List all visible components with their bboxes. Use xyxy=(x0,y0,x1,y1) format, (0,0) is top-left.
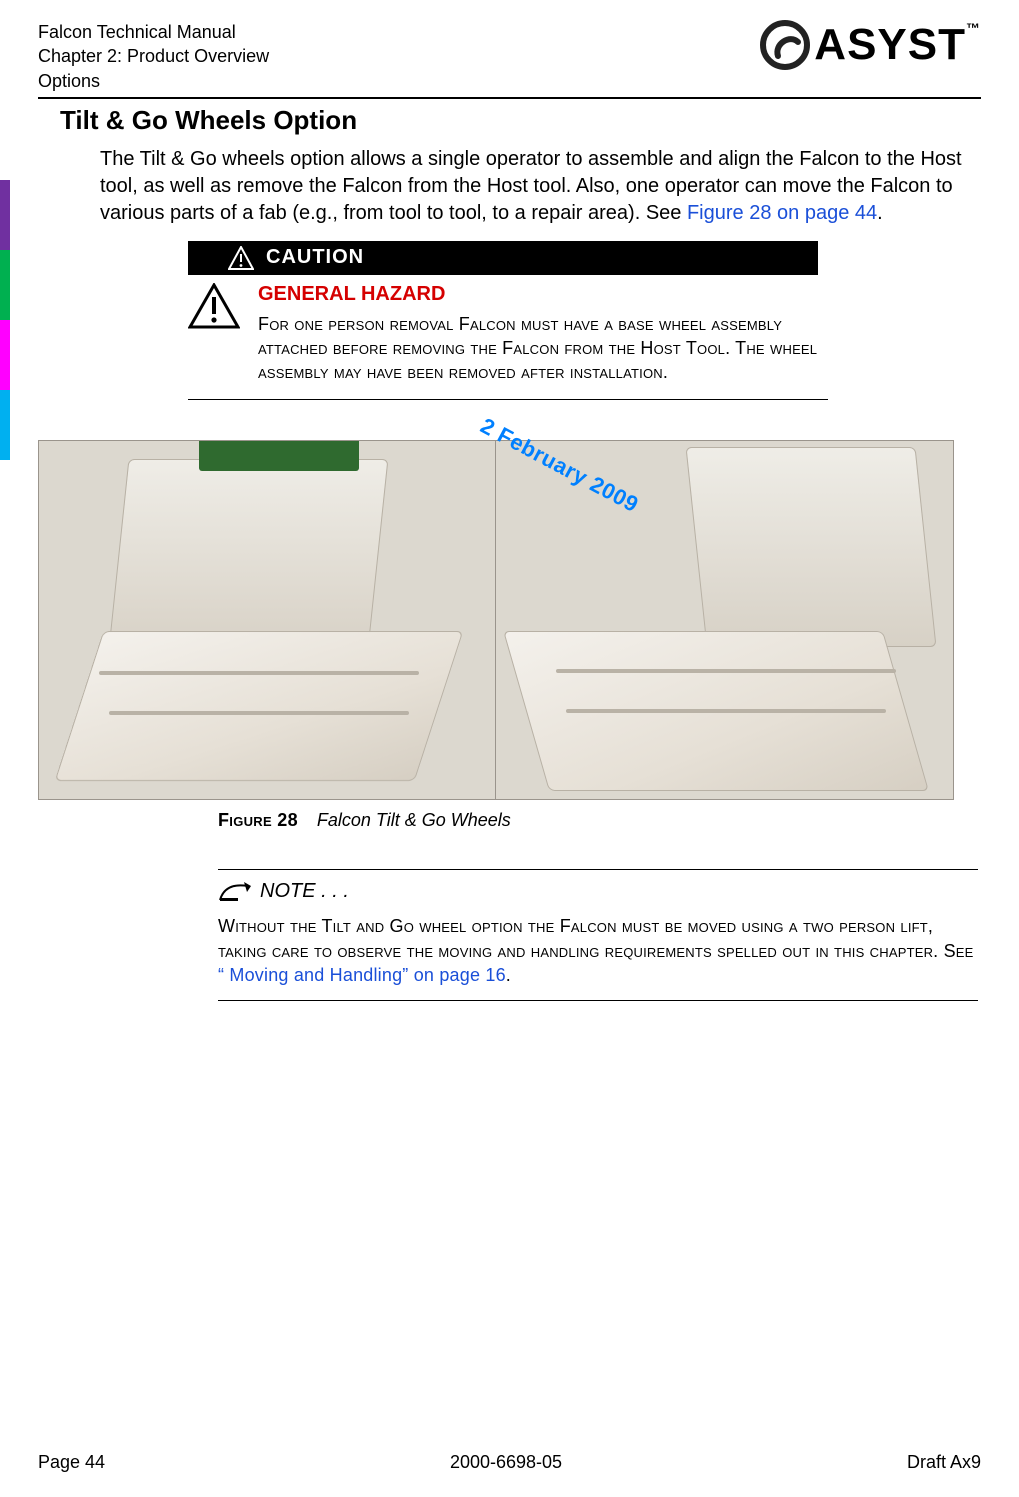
moving-handling-link[interactable]: “ Moving and Handling” on page 16 xyxy=(218,965,506,985)
figure-title: Falcon Tilt & Go Wheels xyxy=(317,810,511,830)
warning-triangle-icon xyxy=(188,283,240,329)
note-text: Without the Tilt and Go wheel option the… xyxy=(218,914,978,988)
figure-caption: Figure 28 Falcon Tilt & Go Wheels xyxy=(218,810,981,831)
figure-photo-right xyxy=(496,440,954,800)
footer-docnum: 2000-6698-05 xyxy=(450,1452,562,1473)
header-left: Falcon Technical Manual Chapter 2: Produ… xyxy=(38,20,269,93)
pencil-note-icon xyxy=(218,880,252,904)
section-heading: Tilt & Go Wheels Option xyxy=(60,105,981,136)
side-tabs xyxy=(0,180,10,460)
caution-bar: CAUTION xyxy=(188,241,818,275)
header-rule xyxy=(38,97,981,99)
side-tab xyxy=(0,180,10,250)
figure-28: Figure 28 Falcon Tilt & Go Wheels xyxy=(38,440,981,831)
caution-rule xyxy=(188,399,828,400)
asyst-logo-icon xyxy=(760,20,810,70)
figure-photo-left xyxy=(38,440,496,800)
doc-title: Falcon Technical Manual xyxy=(38,20,269,44)
chapter-title: Chapter 2: Product Overview xyxy=(38,44,269,68)
side-tab xyxy=(0,320,10,390)
caution-text: For one person removal Falcon must have … xyxy=(258,312,818,385)
note-head-text: NOTE . . . xyxy=(260,880,349,903)
footer-draft: Draft Ax9 xyxy=(907,1452,981,1473)
warning-triangle-icon xyxy=(228,246,254,270)
page-header: Falcon Technical Manual Chapter 2: Produ… xyxy=(38,20,981,93)
note-rule-bottom xyxy=(218,1000,978,1001)
caution-callout: CAUTION GENERAL HAZARD For one person re… xyxy=(188,241,818,385)
trademark-icon: ™ xyxy=(966,20,981,36)
note-rule-top xyxy=(218,869,978,870)
intro-paragraph: The Tilt & Go wheels option allows a sin… xyxy=(100,146,981,227)
footer-page: Page 44 xyxy=(38,1452,105,1473)
brand-name: ASYST™ xyxy=(814,20,981,70)
figure-label: Figure 28 xyxy=(218,810,298,830)
note-callout: NOTE . . . Without the Tilt and Go wheel… xyxy=(218,869,978,1001)
side-tab xyxy=(0,390,10,460)
brand-logo: ASYST™ xyxy=(760,20,981,70)
page-footer: Page 44 2000-6698-05 Draft Ax9 xyxy=(38,1452,981,1473)
section-breadcrumb: Options xyxy=(38,69,269,93)
caution-bar-label: CAUTION xyxy=(266,246,364,269)
hazard-heading: GENERAL HAZARD xyxy=(258,283,818,306)
side-tab xyxy=(0,250,10,320)
note-heading: NOTE . . . xyxy=(218,880,978,904)
figure-cross-ref-link[interactable]: Figure 28 on page 44 xyxy=(687,202,877,224)
